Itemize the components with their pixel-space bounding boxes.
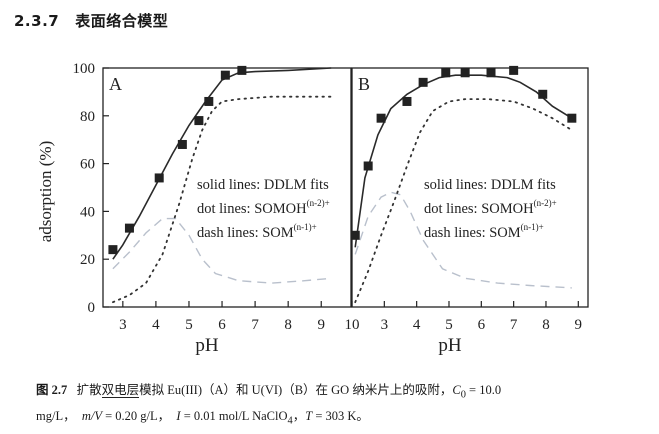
data-marker xyxy=(108,245,118,255)
data-marker xyxy=(350,230,360,240)
y-axis-label: adsorption (%) xyxy=(36,141,55,243)
x-tick-label: 8 xyxy=(284,317,292,333)
y-tick-label: 60 xyxy=(80,157,95,173)
caption-text: 扩散 xyxy=(76,383,102,397)
section-heading: 2.3.7 表面络合模型 xyxy=(14,10,168,31)
legend-entry: dot lines: SOMOH(n-2)+ xyxy=(197,198,330,217)
dot-line-somoh xyxy=(112,95,333,304)
panel-a: 3 4 5 6 7 8 9 0 20 40 60 80 100 pH adsorption (%) Asoli… xyxy=(36,61,352,356)
data-marker xyxy=(538,89,548,99)
data-marker xyxy=(402,96,412,106)
data-marker xyxy=(124,223,134,233)
data-marker xyxy=(460,68,470,78)
caption-symbol: T xyxy=(305,408,313,423)
x-tick-label: 3 xyxy=(119,317,127,333)
plot-frame xyxy=(351,67,589,308)
data-marker xyxy=(220,70,230,80)
legend-entry: solid lines: DDLM fits xyxy=(424,177,556,193)
caption-text: = 0.20 g/L， xyxy=(101,408,171,423)
legend-superscript: (n-1)+ xyxy=(521,222,544,232)
section-title: 表面络合模型 xyxy=(75,12,169,30)
data-marker xyxy=(486,68,496,78)
x-axis-label: pH xyxy=(195,335,219,356)
data-marker xyxy=(154,173,164,183)
data-marker xyxy=(204,96,214,106)
x-tick-label: 7 xyxy=(251,317,259,333)
x-tick-label: 7 xyxy=(510,317,518,333)
legend-superscript: (n-1)+ xyxy=(294,222,317,232)
panel-letter: A xyxy=(109,74,122,94)
x-tick-label: 9 xyxy=(575,317,583,333)
x-tick-label: 10 xyxy=(345,317,360,333)
caption-text: = 10.0 xyxy=(465,383,502,397)
data-marker xyxy=(567,113,577,123)
data-marker xyxy=(509,65,519,75)
y-tick-label: 100 xyxy=(73,61,96,77)
solid-line-ddlm-fit xyxy=(112,67,332,260)
caption-text: ， xyxy=(292,408,306,423)
figure: 3 4 5 6 7 8 9 0 20 40 60 80 100 pH adsorption (%) Asoli… xyxy=(36,61,589,356)
caption-symbol: m/V xyxy=(81,408,102,423)
data-marker xyxy=(237,65,247,75)
legend-entry: dash lines: SOM(n-1)+ xyxy=(424,222,544,241)
x-tick-label: 8 xyxy=(542,317,550,333)
caption-subscript: 4 xyxy=(287,415,293,426)
dot-line-somoh xyxy=(354,98,573,304)
figure-caption: 图 2.7 扩散双电层模拟 Eu(III)（A）和 U(VI)（B）在 GO 纳… xyxy=(36,380,646,431)
caption-symbol: I xyxy=(176,408,181,423)
y-tick-label: 80 xyxy=(80,109,95,125)
y-tick-label: 40 xyxy=(80,204,95,220)
x-tick-label: 6 xyxy=(478,317,486,333)
section-number: 2.3.7 xyxy=(14,12,60,30)
caption-text: = 303 K。 xyxy=(312,408,369,423)
caption-text: = 0.01 mol/L NaClO xyxy=(180,408,288,423)
dash-line-som xyxy=(354,191,572,289)
x-tick-label: 9 xyxy=(317,317,325,333)
data-marker xyxy=(418,77,428,87)
caption-text: 模拟 Eu(III)（A）和 U(VI)（B）在 GO 纳米片上的吸附， xyxy=(139,383,453,397)
legend-entry: dash lines: SOM(n-1)+ xyxy=(197,222,317,241)
legend-entry: solid lines: DDLM fits xyxy=(197,177,329,193)
plot-frame xyxy=(102,67,352,308)
data-marker xyxy=(376,113,386,123)
caption-subscript: 0 xyxy=(460,389,466,401)
data-marker xyxy=(177,139,187,149)
x-tick-label: 5 xyxy=(185,317,193,333)
dash-line-som xyxy=(112,217,332,284)
legend-entry: dot lines: SOMOH(n-2)+ xyxy=(424,198,557,217)
data-marker xyxy=(194,116,204,126)
y-tick-label: 20 xyxy=(80,252,95,268)
x-tick-label: 3 xyxy=(381,317,389,333)
legend-superscript: (n-2)+ xyxy=(534,198,557,208)
x-axis-label: pH xyxy=(438,335,462,356)
x-tick-label: 5 xyxy=(445,317,453,333)
x-tick-label: 4 xyxy=(413,317,421,333)
x-tick-label: 6 xyxy=(218,317,226,333)
data-marker xyxy=(363,161,373,171)
data-marker xyxy=(441,68,451,78)
caption-text: mg/L， xyxy=(36,408,76,423)
legend-superscript: (n-2)+ xyxy=(307,198,330,208)
y-tick-label: 0 xyxy=(88,300,96,316)
caption-symbol: C xyxy=(452,383,461,397)
panel-letter: B xyxy=(358,74,370,94)
caption-figure-label: 图 2.7 xyxy=(36,383,68,397)
x-tick-label: 4 xyxy=(152,317,160,333)
caption-underlined-term: 双电层 xyxy=(101,383,140,398)
